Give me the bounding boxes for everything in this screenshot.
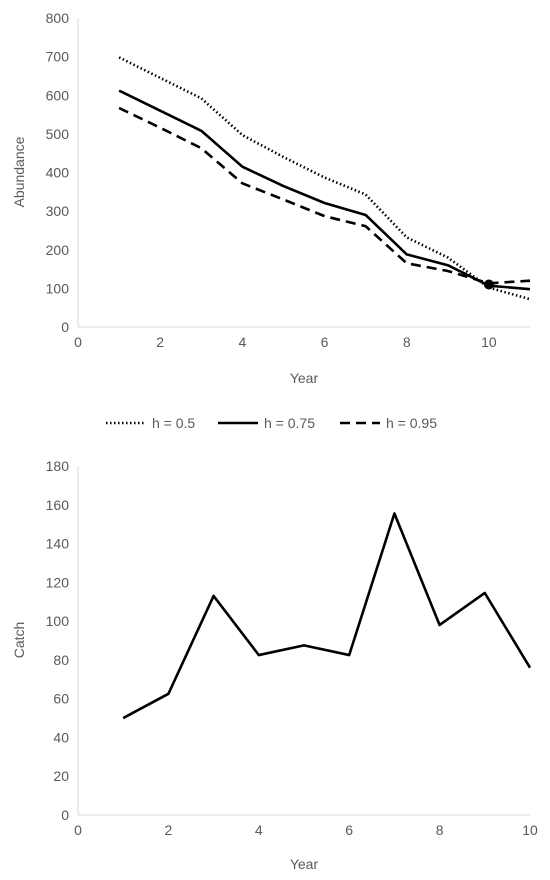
- catch-x-tick-label: 2: [165, 822, 173, 838]
- catch-y-tick-label: 160: [46, 497, 70, 513]
- catch-y-tick-label: 40: [53, 729, 69, 745]
- catch-y-tick-label: 180: [46, 458, 70, 474]
- abundance-x-tick-label: 8: [403, 334, 411, 350]
- catch-chart: Catch Year 0 20 40 60 80 100 120 140 160 180 0 2 4 6 8…: [11, 458, 538, 872]
- catch-y-tick-label: 20: [53, 768, 69, 784]
- abundance-y-tick-label: 0: [61, 319, 69, 335]
- catch-y-tick-label: 140: [46, 536, 70, 552]
- abundance-y-tick-label: 400: [46, 165, 70, 181]
- catch-y-tick-label: 120: [46, 574, 70, 590]
- abundance-y-axis-title: Abundance: [11, 136, 27, 207]
- catch-x-tick-label: 8: [436, 822, 444, 838]
- abundance-series-line-3: [118, 106, 531, 285]
- catch-x-tick-label: 0: [74, 822, 82, 838]
- abundance-series-line-1: [118, 56, 531, 301]
- catch-series-line-1: [122, 512, 532, 720]
- abundance-x-tick-label: 6: [321, 334, 329, 350]
- legend-label-h075: h = 0.75: [264, 415, 315, 431]
- abundance-y-tick-label: 600: [46, 87, 70, 103]
- legend-label-h05: h = 0.5: [152, 415, 195, 431]
- catch-y-tick-label: 100: [46, 613, 70, 629]
- legend: h = 0.5 h = 0.75 h = 0.95: [106, 415, 437, 431]
- abundance-x-axis-title: Year: [290, 370, 319, 386]
- abundance-x-tick-label: 0: [74, 334, 82, 350]
- catch-x-tick-label: 4: [255, 822, 263, 838]
- catch-y-tick-label: 0: [61, 807, 69, 823]
- catch-x-tick-label: 10: [522, 822, 538, 838]
- catch-x-axis-title: Year: [290, 856, 319, 872]
- abundance-x-tick-label: 2: [156, 334, 164, 350]
- catch-y-tick-label: 80: [53, 652, 69, 668]
- abundance-x-tick-label: 10: [481, 334, 497, 350]
- abundance-y-tick-label: 500: [46, 126, 70, 142]
- abundance-y-tick-label: 200: [46, 242, 70, 258]
- legend-label-h095: h = 0.95: [386, 415, 437, 431]
- catch-y-axis-title: Catch: [11, 622, 27, 659]
- abundance-y-tick-label: 800: [46, 10, 70, 26]
- abundance-marker-point: [483, 279, 494, 290]
- abundance-y-tick-label: 100: [46, 280, 70, 296]
- abundance-x-tick-label: 4: [238, 334, 246, 350]
- abundance-y-tick-label: 300: [46, 203, 70, 219]
- catch-x-tick-label: 6: [345, 822, 353, 838]
- abundance-chart: Abundance Year h = 0.5 h = 0.75 h = 0.95…: [11, 10, 531, 431]
- catch-y-tick-label: 60: [53, 691, 69, 707]
- abundance-series-line-2: [118, 89, 531, 291]
- abundance-y-tick-label: 700: [46, 49, 70, 65]
